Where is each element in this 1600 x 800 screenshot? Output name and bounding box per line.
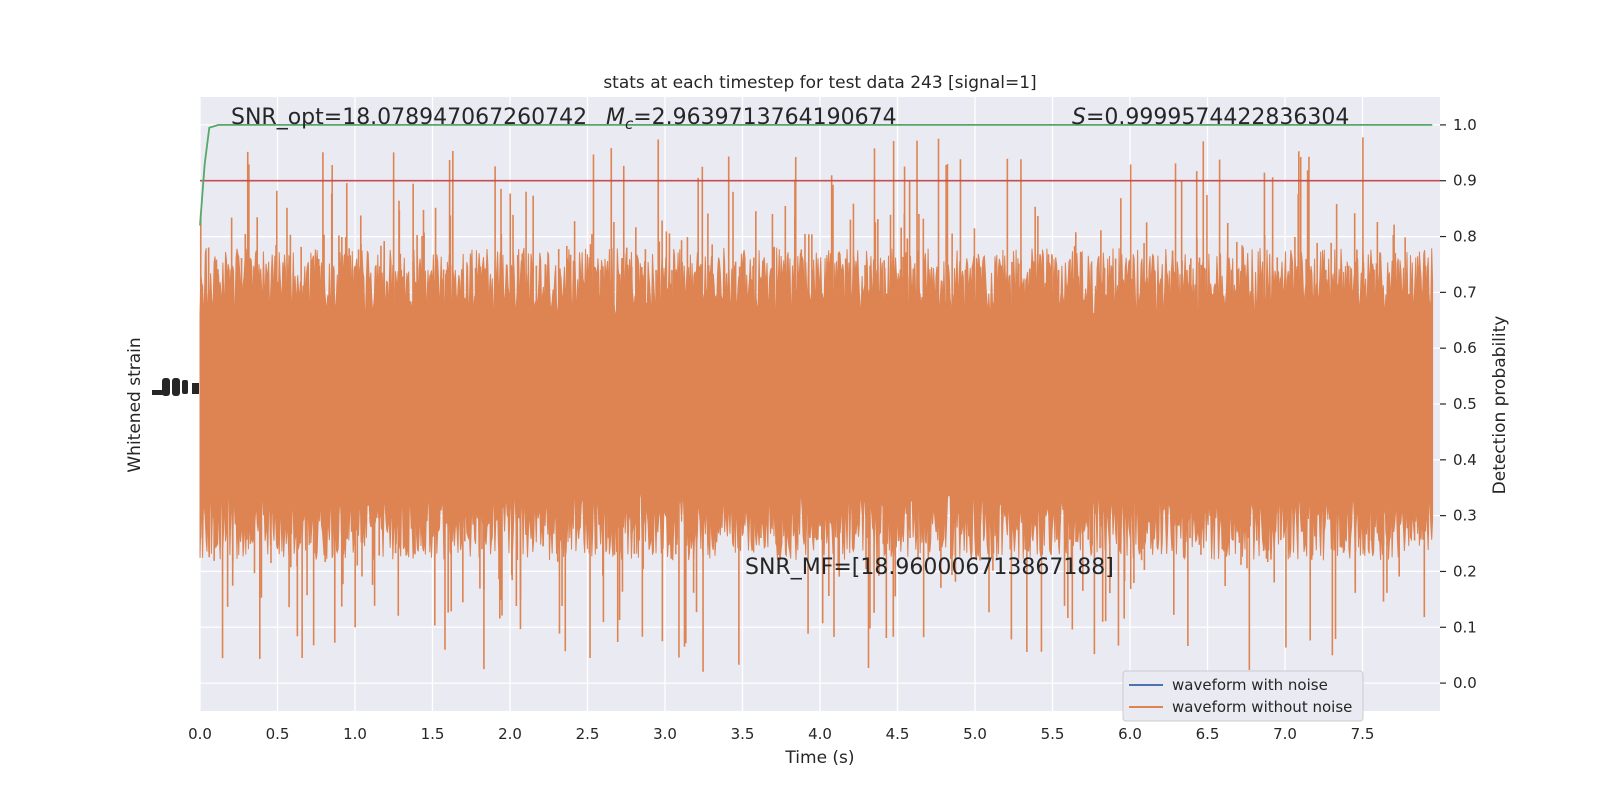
x-tick-label-2: 1.0 [343,725,367,743]
y-tick-label-6: 0.6 [1453,339,1477,357]
snr-opt-annotation: SNR_opt=18.078947067260742 [231,105,587,130]
x-tick-label-10: 5.0 [963,725,987,743]
y-tick-label-7: 0.7 [1453,283,1477,301]
x-tick-label-15: 7.5 [1351,725,1375,743]
chirp-mass-subscript: c [625,115,634,133]
legend-box [1122,670,1364,722]
y-axis-left-label: Whitened strain [125,337,145,472]
y-tick-label-3: 0.3 [1453,507,1477,525]
y-tick-label-5: 0.5 [1453,395,1477,413]
y-tick-label-10: 1.0 [1453,116,1477,134]
x-tick-label-13: 6.5 [1196,725,1220,743]
x-axis-ticks: 0.0 0.5 1.0 1.5 2.0 2.5 3.0 3.5 4.0 4.5 5.0 5.5 6.0 6… [188,725,1374,743]
x-axis-label: Time (s) [784,748,854,768]
legend: waveform with noise waveform without noi… [1122,670,1364,722]
x-tick-label-12: 6.0 [1118,725,1142,743]
reference-lines [199,124,1440,226]
x-tick-label-4: 2.0 [498,725,522,743]
chirp-mass-value: =2.9639713764190674 [633,105,896,130]
x-tick-label-11: 5.5 [1041,725,1065,743]
left-axis-tick-cluster [152,378,199,396]
y-tick-label-0: 0.0 [1453,674,1477,692]
y-tick-label-9: 0.9 [1453,172,1477,190]
y-tick-label-2: 0.2 [1453,562,1477,580]
x-tick-label-14: 7.0 [1273,725,1297,743]
x-tick-label-9: 4.5 [886,725,910,743]
y-axis-right-label: Detection probability [1490,316,1510,495]
x-tick-label-8: 4.0 [808,725,832,743]
detection-score-value: =0.9999574422836304 [1086,105,1349,130]
y-tick-label-1: 0.1 [1453,618,1477,636]
waveform-spikes [199,137,1427,672]
x-tick-label-7: 3.5 [731,725,755,743]
detection-score-annotation: S=0.9999574422836304 [1072,105,1349,130]
x-tick-label-5: 2.5 [576,725,600,743]
y-tick-label-4: 0.4 [1453,451,1477,469]
x-tick-label-1: 0.5 [266,725,290,743]
chirp-mass-annotation: Mc=2.9639713764190674 [606,105,897,133]
legend-label-with-noise: waveform with noise [1172,676,1328,694]
chirp-mass-symbol: M [606,105,625,130]
y-tick-label-8: 0.8 [1453,228,1477,246]
detection-probability-line [199,124,1433,226]
x-tick-label-0: 0.0 [188,725,212,743]
chart-title: stats at each timestep for test data 243… [603,73,1036,93]
snr-mf-annotation: SNR_MF=[18.960006713867188] [745,555,1114,580]
x-tick-label-6: 3.0 [653,725,677,743]
detection-score-symbol: S [1072,105,1086,130]
y-axis-right-ticks: 0.0 0.1 0.2 0.3 0.4 0.5 0.6 0.7 0.8 0.9 1.0 [1440,116,1477,692]
x-tick-label-3: 1.5 [421,725,445,743]
legend-label-without-noise: waveform without noise [1172,698,1352,716]
